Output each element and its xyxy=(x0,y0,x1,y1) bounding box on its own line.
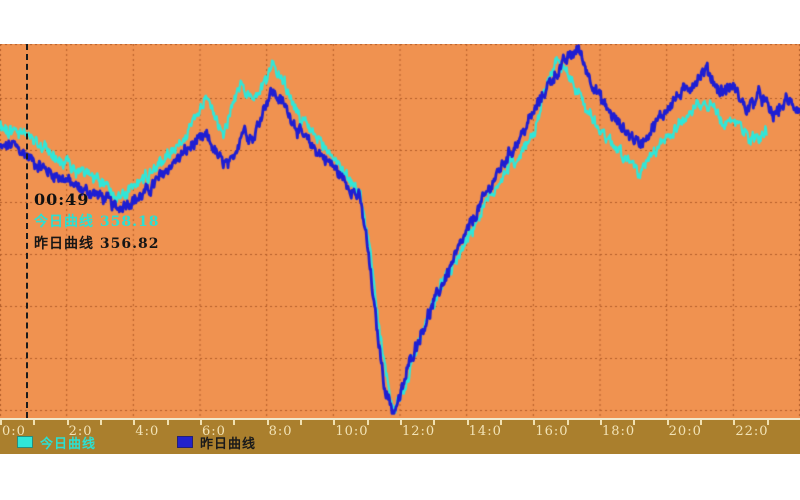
x-axis-tick xyxy=(766,420,769,425)
x-axis-tick xyxy=(233,420,236,425)
x-axis-tick xyxy=(533,420,536,425)
x-axis-tick xyxy=(733,420,736,425)
chart-canvas[interactable] xyxy=(0,44,800,420)
x-axis-label: 12:0 xyxy=(402,424,436,439)
x-axis-label: 10:0 xyxy=(335,424,369,439)
x-axis-tick xyxy=(166,420,169,425)
x-axis-tick xyxy=(700,420,702,425)
x-axis-tick xyxy=(500,420,502,425)
legend-item-today: 今日曲线 xyxy=(17,435,97,452)
x-axis-tick xyxy=(100,420,102,425)
legend-label-yesterday: 昨日曲线 xyxy=(200,436,257,452)
legend-swatch-yesterday xyxy=(177,436,193,448)
x-axis: 今日曲线 昨日曲线 0:0 2:0 4:0 6:0 8:0 10:0 12:0 14:0 16:… xyxy=(0,420,800,454)
x-axis-label: 16:0 xyxy=(535,424,569,439)
x-axis-tick xyxy=(266,420,269,425)
x-axis-tick xyxy=(466,420,469,425)
x-axis-tick xyxy=(133,420,136,425)
x-axis-tick xyxy=(566,420,569,425)
plot-area: 00:49 今日曲线 358.18 昨日曲线 356.82 xyxy=(0,44,800,420)
top-white-margin xyxy=(0,0,800,44)
x-axis-tick xyxy=(400,420,402,425)
x-axis-tick xyxy=(66,420,69,425)
x-axis-tick xyxy=(0,420,2,425)
x-axis-label: 4:0 xyxy=(135,424,160,439)
x-axis-tick xyxy=(633,420,636,425)
x-axis-label: 18:0 xyxy=(602,424,636,439)
x-axis-label: 6:0 xyxy=(202,424,226,439)
x-axis-tick xyxy=(33,420,36,425)
x-axis-tick xyxy=(666,420,669,425)
legend-item-yesterday: 昨日曲线 xyxy=(177,435,257,452)
x-axis-baseline xyxy=(0,418,800,420)
x-axis-label: 8:0 xyxy=(268,424,293,439)
x-axis-label: 22:0 xyxy=(735,424,769,439)
x-axis-tick xyxy=(300,420,302,425)
x-axis-tick xyxy=(433,420,436,425)
legend-swatch-today xyxy=(17,436,33,448)
x-axis-tick xyxy=(333,420,336,425)
crosshair-cursor-line xyxy=(26,44,29,418)
x-axis-label: 20:0 xyxy=(668,424,702,439)
x-axis-tick xyxy=(200,420,202,425)
bottom-white-margin xyxy=(0,454,800,500)
x-axis-label: 2:0 xyxy=(68,424,93,439)
x-axis-tick xyxy=(600,420,602,425)
x-axis-label: 0:0 xyxy=(2,424,26,439)
x-axis-tick xyxy=(366,420,369,425)
x-axis-label: 14:0 xyxy=(468,424,502,439)
legend-label-today: 今日曲线 xyxy=(40,436,97,452)
